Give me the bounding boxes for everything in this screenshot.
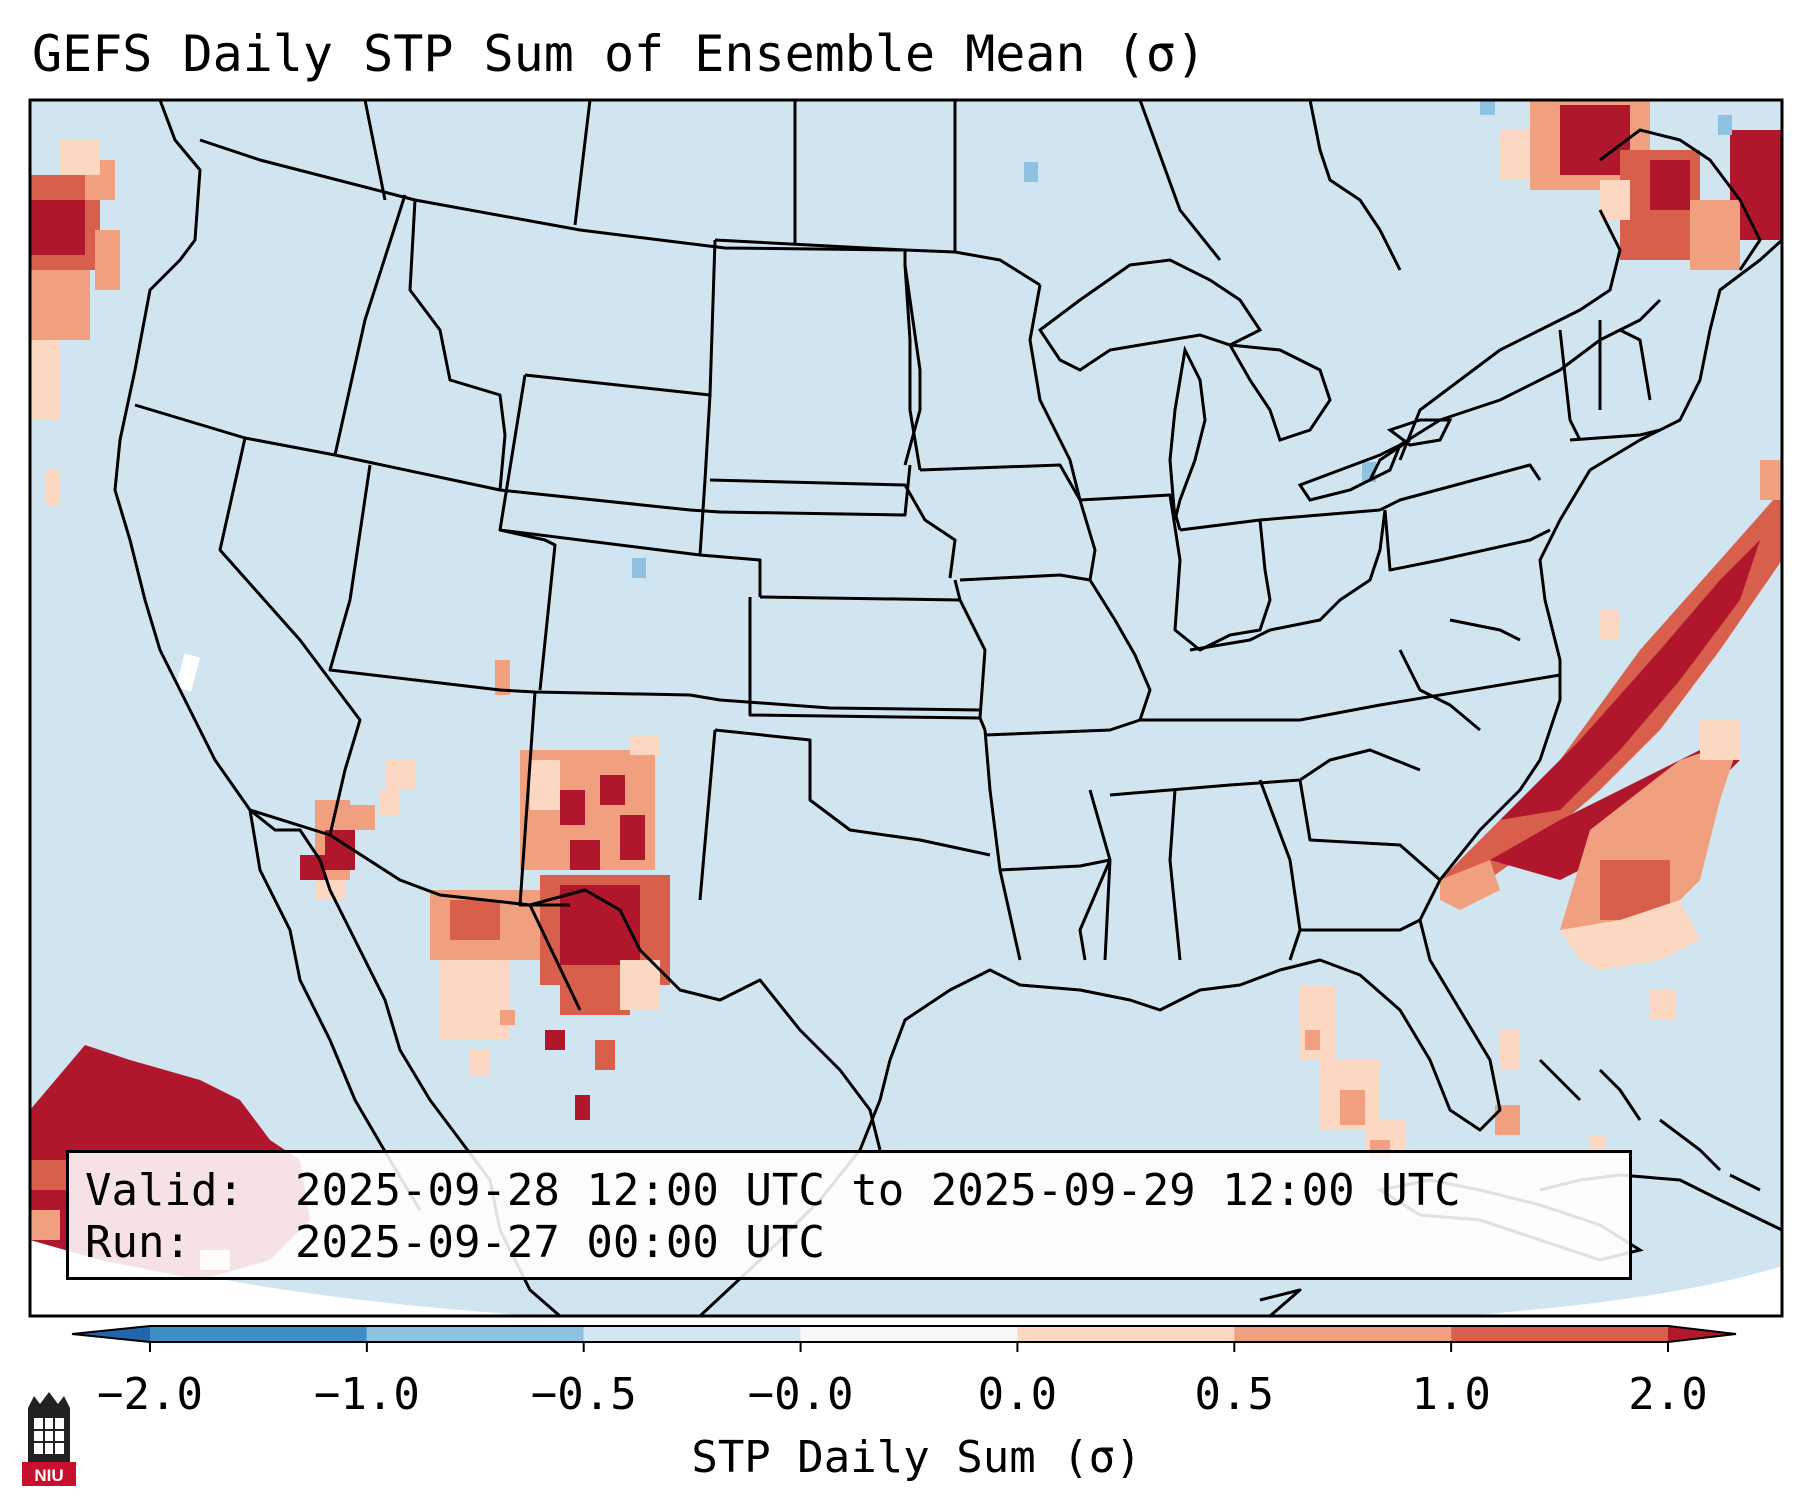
colorbar-bin xyxy=(1017,1326,1235,1342)
state-borders xyxy=(134,100,1662,1151)
colorbar-bin xyxy=(1451,1326,1668,1342)
gulf-anomaly[interactable] xyxy=(1300,985,1605,1160)
map-frame xyxy=(28,98,1784,1318)
valid-value: 2025-09-28 12:00 UTC to 2025-09-29 12:00… xyxy=(295,1165,1461,1216)
colorbar-tick-label: −0.5 xyxy=(530,1369,637,1420)
colorbar-bin xyxy=(366,1326,584,1342)
colorbar-extend-high xyxy=(1668,1326,1736,1342)
northeast-canada-anomaly[interactable] xyxy=(1480,100,1782,270)
great-lakes xyxy=(1037,258,1453,521)
colorbar-tick-label: 0.5 xyxy=(1194,1369,1275,1420)
colorbar-bin xyxy=(583,1326,801,1342)
negative-anomaly-pixel[interactable] xyxy=(632,558,646,578)
atlantic-anomaly[interactable] xyxy=(1440,460,1782,1070)
colorbar-bin xyxy=(1234,1326,1452,1342)
colorbar-tick-label: 1.0 xyxy=(1411,1369,1491,1420)
logo-text: NIU xyxy=(34,1466,63,1485)
colorbar-tick-label: 2.0 xyxy=(1628,1369,1708,1420)
southwest-anomaly[interactable] xyxy=(380,660,670,1120)
negative-anomaly-pixel[interactable] xyxy=(1718,115,1732,135)
niu-logo: NIU xyxy=(22,1392,76,1486)
pacific-northwest-anomaly[interactable] xyxy=(30,140,120,505)
run-value: 2025-09-27 00:00 UTC xyxy=(295,1217,825,1268)
colorbar-bin xyxy=(800,1326,1018,1342)
colorbar-extend-low xyxy=(72,1326,150,1342)
valid-label: Valid: xyxy=(85,1165,244,1216)
colorbar xyxy=(71,1325,1737,1352)
run-time-row: Run: 2025-09-27 00:00 UTC xyxy=(85,1217,825,1269)
colorbar-tick-label: −2.0 xyxy=(97,1369,203,1420)
missing-data-pixel xyxy=(175,653,201,692)
chart-title: GEFS Daily STP Sum of Ensemble Mean (σ) xyxy=(32,25,1206,83)
negative-anomaly-pixel[interactable] xyxy=(1024,162,1038,182)
colorbar-tick-label: −0.0 xyxy=(747,1369,854,1420)
valid-time-row: Valid: 2025-09-28 12:00 UTC to 2025-09-29… xyxy=(85,1165,1461,1217)
run-label: Run: xyxy=(85,1217,191,1268)
colorbar-tick-label: 0.0 xyxy=(977,1369,1058,1420)
colorbar-tick-label: −1.0 xyxy=(313,1369,420,1420)
colorbar-bin xyxy=(150,1326,367,1342)
run-info-box: Valid: 2025-09-28 12:00 UTC to 2025-09-29… xyxy=(66,1150,1632,1280)
colorbar-label: STP Daily Sum (σ) xyxy=(691,1432,1142,1483)
